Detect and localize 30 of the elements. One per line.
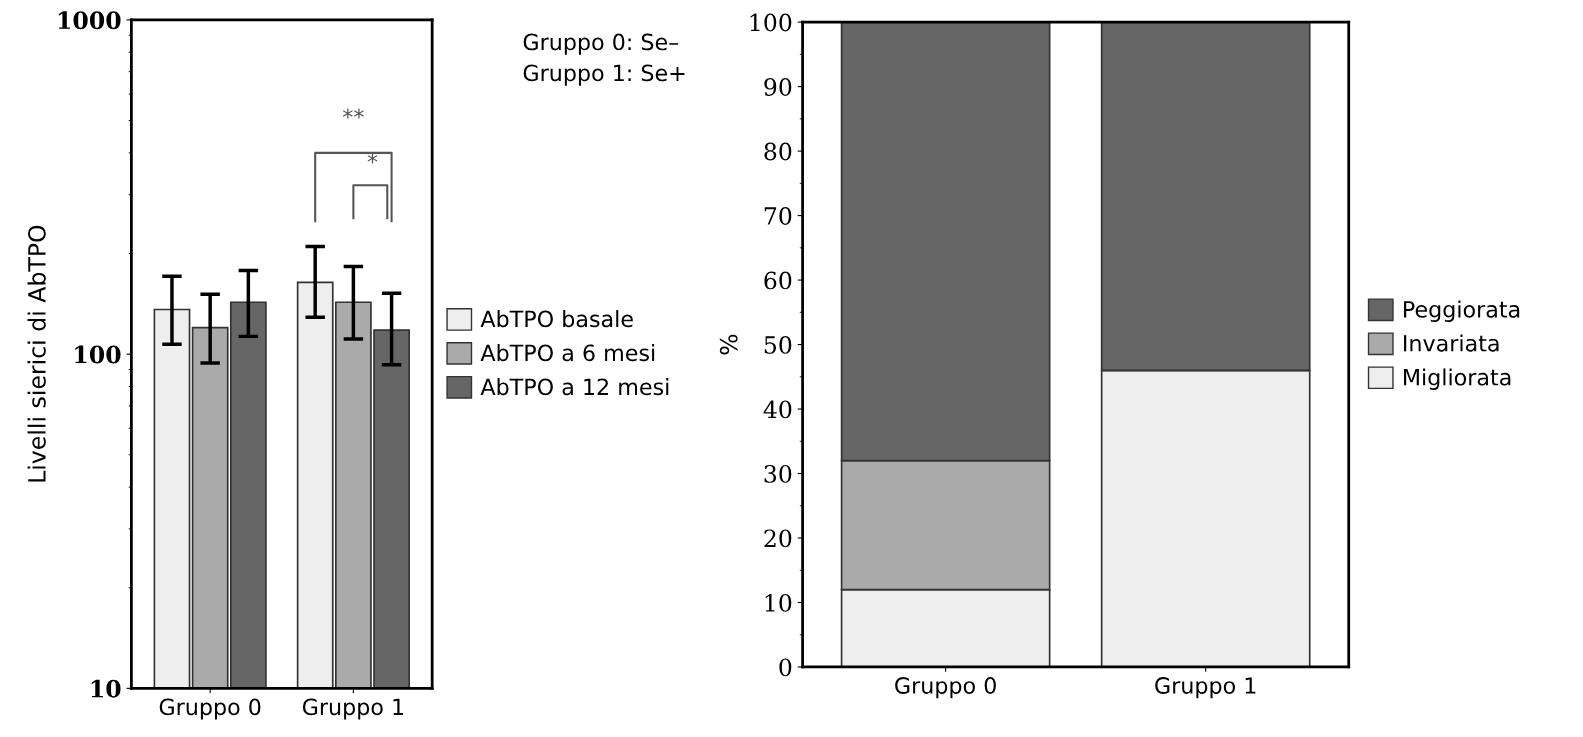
y-tick-label: 10: [765, 593, 792, 612]
y-axis-title: %: [719, 334, 738, 355]
legend-label: AbTPO a 6 mesi: [480, 344, 655, 362]
y-axis-title: Livelli sierici di AbTPO: [27, 225, 46, 482]
y-tick-label: 40: [763, 400, 792, 419]
y-tick-label: 0: [779, 658, 792, 677]
legend-label: Invariata: [1404, 334, 1499, 352]
text: Gruppo 0: Se–: [523, 33, 679, 55]
y-tick-label: 60: [764, 271, 792, 290]
x-tick-label: Gruppo 0: [159, 698, 261, 720]
y-tick-label: 1000: [58, 11, 121, 30]
x-tick-label: Gruppo 1: [302, 698, 404, 720]
y-tick-label: 80: [764, 142, 792, 161]
legend-label: AbTPO basale: [480, 310, 633, 328]
annotation: **: [342, 108, 364, 119]
x-tick-label: Gruppo 0: [895, 677, 996, 699]
y-tick-label: 30: [764, 464, 792, 483]
y-tick-label: 50: [764, 335, 792, 354]
y-tick-label: 100: [750, 13, 792, 32]
text: Gruppo 1: Se+: [523, 64, 685, 86]
y-tick-label: 10: [91, 679, 121, 698]
y-tick-label: 100: [75, 345, 121, 364]
y-tick-label: 90: [764, 78, 792, 96]
legend-label: AbTPO a 12 mesi: [480, 378, 669, 396]
y-tick-label: 20: [764, 529, 792, 548]
x-tick-label: Gruppo 1: [1155, 677, 1256, 699]
legend-label: Peggiorata: [1404, 300, 1520, 323]
legend-label: Migliorata: [1404, 368, 1511, 390]
y-tick-label: 70: [764, 207, 792, 225]
annotation: *: [367, 153, 378, 164]
